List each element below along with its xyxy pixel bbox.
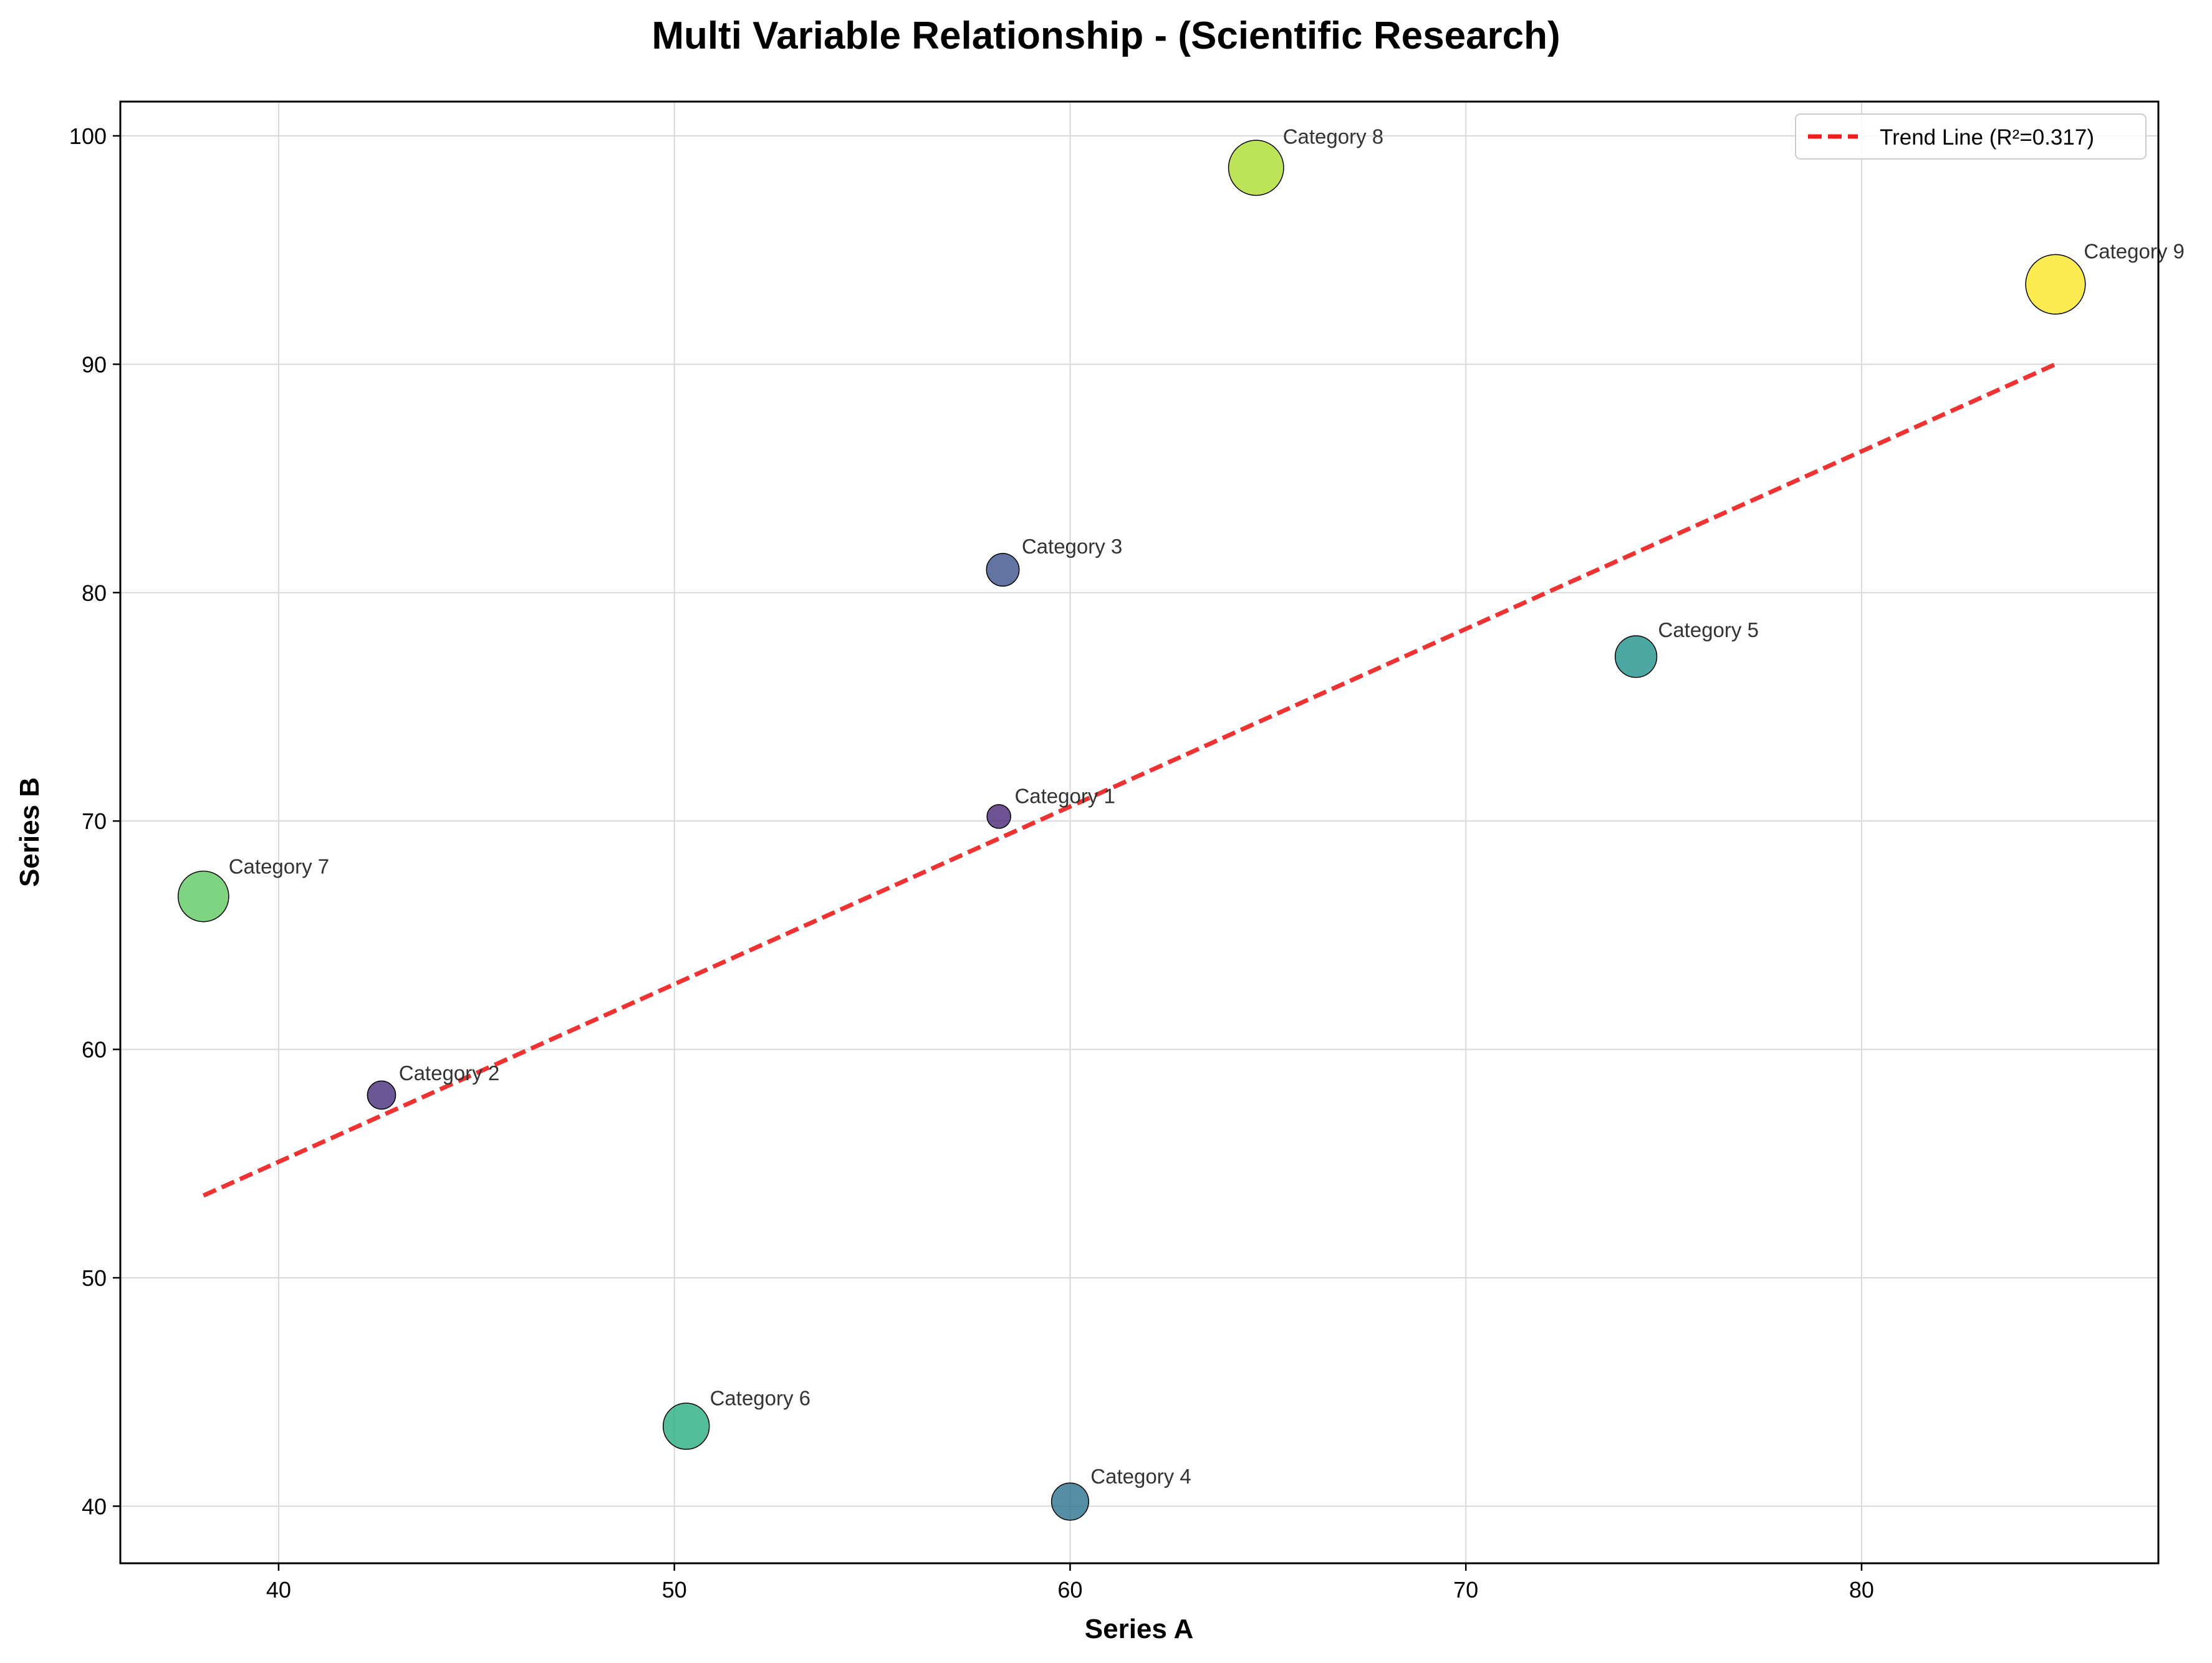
x-tick-label: 80 <box>1849 1577 1874 1603</box>
legend-box <box>1795 113 2147 160</box>
y-tick-label: 90 <box>82 352 107 377</box>
x-tick-label: 40 <box>266 1577 291 1603</box>
plot-area-frame <box>119 100 2160 1565</box>
legend: Trend Line (R²=0.317) <box>1795 113 2147 160</box>
point-label: Category 6 <box>710 1386 810 1409</box>
y-axis-label: Series B <box>14 777 45 887</box>
point-label: Category 1 <box>1014 785 1115 808</box>
data-point <box>367 1080 397 1110</box>
data-point <box>1051 1482 1089 1521</box>
data-point <box>1228 140 1284 196</box>
y-tick-label: 80 <box>82 580 107 606</box>
point-label: Category 9 <box>2084 240 2184 263</box>
data-point <box>2025 254 2086 315</box>
y-tick-label: 70 <box>82 808 107 834</box>
point-label: Category 2 <box>399 1062 499 1085</box>
y-tick-label: 50 <box>82 1265 107 1291</box>
x-tick-label: 70 <box>1453 1577 1478 1603</box>
grid <box>120 102 2158 1563</box>
data-point <box>662 1402 710 1450</box>
x-tick-label: 60 <box>1057 1577 1082 1603</box>
x-tick-label: 50 <box>662 1577 687 1603</box>
point-labels-layer: Category 1 Category 2 Category 3 Category 4… <box>229 125 2185 1488</box>
data-point <box>1614 635 1658 678</box>
legend-trend-label: Trend Line (R²=0.317) <box>1880 125 2094 150</box>
point-label: Category 8 <box>1283 125 1383 148</box>
data-point <box>986 804 1011 829</box>
y-tick-label: 40 <box>82 1493 107 1519</box>
point-label: Category 5 <box>1658 618 1759 641</box>
point-label: Category 3 <box>1022 535 1122 558</box>
y-tick-label: 60 <box>82 1037 107 1063</box>
y-tick-label: 100 <box>69 123 107 149</box>
x-axis-label: Series A <box>1085 1614 1193 1644</box>
chart-title: Multi Variable Relationship - (Scientifi… <box>652 14 1560 57</box>
data-point <box>986 553 1020 587</box>
y-axis-ticks: 40 50 60 70 80 90 100 <box>69 123 120 1519</box>
x-axis-ticks: 40 50 60 70 80 <box>266 1563 1874 1603</box>
point-label: Category 7 <box>229 855 329 878</box>
data-point <box>177 870 229 923</box>
points-layer <box>177 140 2086 1521</box>
point-label: Category 4 <box>1090 1465 1191 1488</box>
